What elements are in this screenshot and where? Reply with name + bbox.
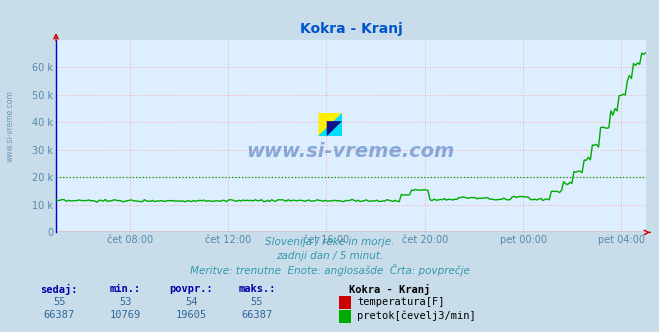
Polygon shape (318, 113, 342, 136)
Text: 10769: 10769 (109, 310, 141, 320)
Text: 55: 55 (251, 297, 263, 307)
Text: maks.:: maks.: (239, 284, 275, 294)
Text: Meritve: trenutne  Enote: anglosašde  Črta: povprečje: Meritve: trenutne Enote: anglosašde Črta… (190, 264, 469, 276)
Text: 53: 53 (119, 297, 131, 307)
Text: www.si-vreme.com: www.si-vreme.com (5, 90, 14, 162)
Text: min.:: min.: (109, 284, 141, 294)
Text: 66387: 66387 (241, 310, 273, 320)
Text: Kokra - Kranj: Kokra - Kranj (349, 284, 430, 295)
Polygon shape (318, 113, 342, 136)
Text: 19605: 19605 (175, 310, 207, 320)
Text: 54: 54 (185, 297, 197, 307)
Polygon shape (327, 121, 342, 136)
Text: 66387: 66387 (43, 310, 75, 320)
Text: zadnji dan / 5 minut.: zadnji dan / 5 minut. (276, 251, 383, 261)
Text: temperatura[F]: temperatura[F] (357, 297, 445, 307)
Text: 55: 55 (53, 297, 65, 307)
Text: www.si-vreme.com: www.si-vreme.com (246, 142, 455, 161)
Title: Kokra - Kranj: Kokra - Kranj (300, 22, 402, 36)
Text: Slovenija / reke in morje.: Slovenija / reke in morje. (265, 237, 394, 247)
Text: povpr.:: povpr.: (169, 284, 213, 294)
Text: pretok[čevelj3/min]: pretok[čevelj3/min] (357, 310, 476, 321)
Text: sedaj:: sedaj: (41, 284, 78, 295)
